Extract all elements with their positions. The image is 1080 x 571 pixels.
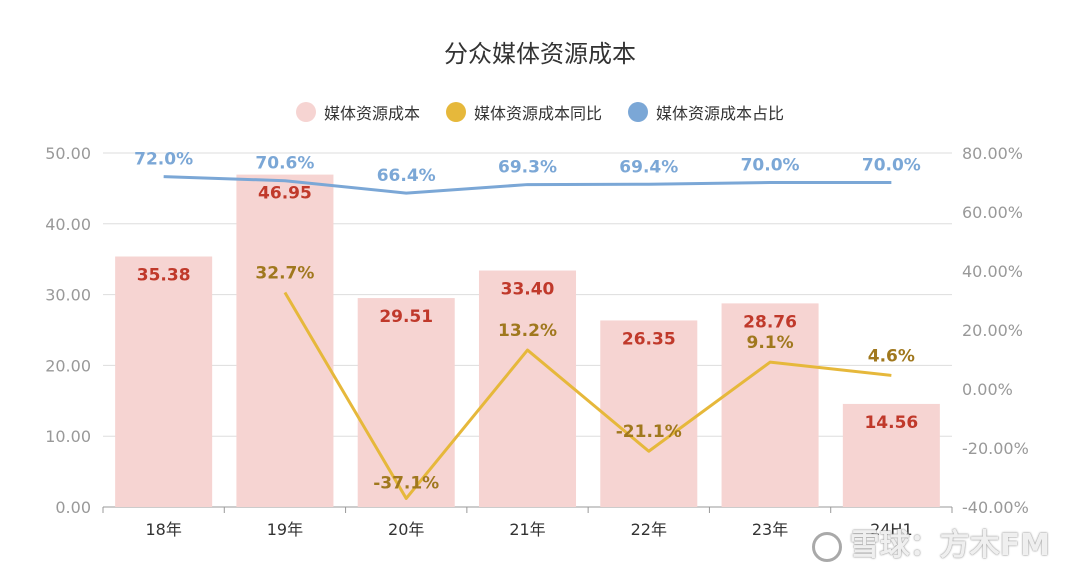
legend-item-cost[interactable]: 媒体资源成本 bbox=[295, 100, 420, 124]
bar-data-label: 35.38 bbox=[137, 266, 191, 286]
x-tick-label: 18年 bbox=[145, 520, 181, 539]
watermark-text: 雪球：方木FM bbox=[849, 528, 1050, 563]
x-tick-label: 21年 bbox=[509, 520, 545, 539]
y-left-tick-label: 40.00 bbox=[45, 215, 91, 234]
y-right-tick-label: -20.00% bbox=[962, 439, 1029, 458]
y-right-tick-label: 20.00% bbox=[962, 321, 1023, 340]
series-line bbox=[163, 175, 892, 195]
bar bbox=[478, 270, 577, 507]
y-right-tick-label: 40.00% bbox=[962, 262, 1023, 281]
bar bbox=[842, 403, 940, 507]
y-right-tick-label: 0.00% bbox=[962, 380, 1013, 399]
watermark: 雪球：方木FM bbox=[811, 520, 1050, 564]
x-tick-label: 23年 bbox=[752, 520, 788, 539]
legend-swatch-share bbox=[628, 102, 648, 122]
bar bbox=[600, 320, 698, 507]
y-left-tick-label: 0.00 bbox=[55, 498, 91, 517]
legend-label-share: 媒体资源成本占比 bbox=[656, 104, 785, 123]
x-tick-label: 19年 bbox=[267, 520, 303, 539]
y-right-tick-label: 80.00% bbox=[962, 144, 1023, 163]
bar-data-label: 14.56 bbox=[864, 413, 918, 433]
bar-data-label: 28.76 bbox=[743, 312, 797, 332]
series-line bbox=[283, 291, 892, 500]
bar-data-label: 29.51 bbox=[379, 307, 433, 327]
line-point-label: 4.6% bbox=[868, 346, 915, 366]
line-point-label: 70.6% bbox=[255, 154, 314, 174]
chart-title: 分众媒体资源成本 bbox=[444, 40, 636, 68]
line-point-label: 70.0% bbox=[741, 156, 800, 176]
legend-label-cost: 媒体资源成本 bbox=[323, 104, 420, 123]
bar-data-label: 26.35 bbox=[622, 329, 676, 349]
snowball-logo-icon bbox=[811, 531, 842, 562]
line-point-label: 32.7% bbox=[255, 264, 314, 284]
x-tick-label: 20年 bbox=[388, 520, 424, 539]
line-point-label: 13.2% bbox=[498, 321, 557, 341]
line-point-label: 69.3% bbox=[498, 158, 557, 178]
bar bbox=[357, 298, 455, 507]
x-tick-label: 24H1 bbox=[870, 520, 913, 539]
legend-item-share[interactable]: 媒体资源成本占比 bbox=[628, 100, 784, 124]
line-point-label: 9.1% bbox=[746, 333, 793, 353]
bar bbox=[236, 174, 334, 507]
y-left-tick-label: 30.00 bbox=[45, 286, 91, 305]
line-point-label: 66.4% bbox=[377, 166, 436, 186]
bar-data-label: 33.40 bbox=[501, 280, 555, 300]
y-left-tick-label: 20.00 bbox=[45, 356, 91, 375]
bar bbox=[721, 303, 819, 507]
y-left-tick-label: 10.00 bbox=[45, 427, 91, 446]
legend-item-yoy[interactable]: 媒体资源成本同比 bbox=[445, 100, 602, 124]
y-right-tick-label: 60.00% bbox=[962, 203, 1023, 222]
line-point-label: 69.4% bbox=[619, 157, 678, 177]
line-point-label: -37.1% bbox=[373, 473, 439, 493]
legend-swatch-yoy bbox=[445, 102, 466, 122]
chart-legend: 媒体资源成本 媒体资源成本同比 媒体资源成本占比 bbox=[0, 100, 1080, 124]
y-right-tick-label: -40.00% bbox=[962, 498, 1029, 517]
legend-label-yoy: 媒体资源成本同比 bbox=[473, 104, 602, 123]
line-point-label: 70.0% bbox=[862, 156, 921, 176]
bar bbox=[115, 256, 213, 507]
bar-data-label: 46.95 bbox=[258, 184, 312, 204]
x-tick-label: 22年 bbox=[631, 520, 667, 539]
legend-swatch-cost bbox=[295, 102, 316, 122]
y-left-tick-label: 50.00 bbox=[45, 144, 91, 163]
line-point-label: -21.1% bbox=[616, 422, 682, 442]
line-point-label: 72.0% bbox=[134, 150, 193, 170]
